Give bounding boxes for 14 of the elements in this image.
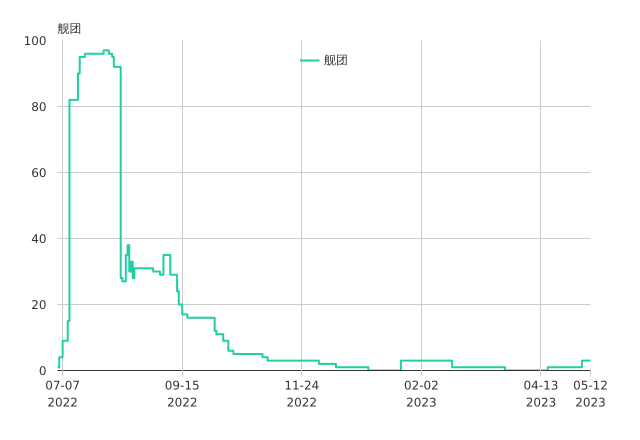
x-tick-label: 07-07 2022 — [45, 378, 80, 410]
y-tick-label: 100 — [24, 34, 46, 48]
x-tick-label: 09-15 2022 — [164, 378, 200, 410]
x-tick-label: 02-02 2023 — [404, 378, 439, 410]
y-tick-label: 0 — [38, 364, 47, 378]
y-tick-label: 20 — [31, 298, 47, 312]
y-tick-label: 40 — [31, 232, 47, 246]
y-tick-label: 60 — [31, 166, 47, 180]
y-tick-label: 80 — [31, 100, 47, 114]
x-tick-label: 04-13 2023 — [524, 378, 558, 410]
y-axis-title: 舰团 — [58, 22, 82, 36]
x-tick-label: 11-24 2022 — [284, 378, 320, 410]
legend-label: 舰团 — [324, 52, 348, 68]
x-tick-label: 05-12 2023 — [573, 378, 608, 410]
